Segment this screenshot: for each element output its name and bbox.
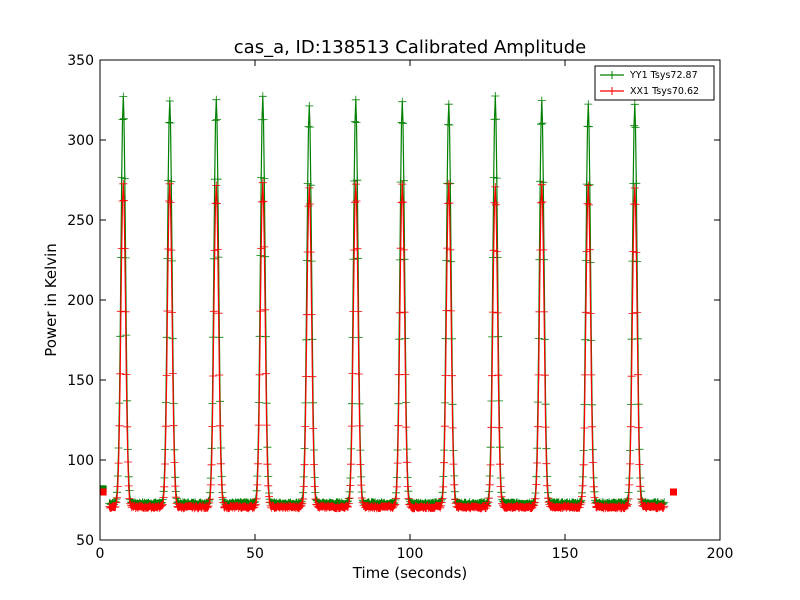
legend-label-yy1: YY1 Tsys72.87 bbox=[629, 70, 698, 81]
y-tick-label: 350 bbox=[67, 53, 94, 69]
legend-marker-yy1 bbox=[608, 71, 616, 79]
legend-box bbox=[594, 65, 715, 101]
x-tick-label: 150 bbox=[552, 546, 579, 562]
endpoint-marker-xx1 bbox=[670, 488, 677, 496]
y-axis-label: Power in Kelvin bbox=[42, 243, 60, 357]
y-tick-label: 300 bbox=[67, 133, 94, 149]
endpoint-marker-xx1 bbox=[99, 488, 107, 496]
legend-marker-xx1 bbox=[608, 87, 616, 95]
y-tick-label: 150 bbox=[67, 373, 94, 389]
x-tick-label: 50 bbox=[246, 546, 264, 562]
y-tick-label: 50 bbox=[76, 533, 94, 549]
x-axis-label: Time (seconds) bbox=[352, 564, 468, 582]
chart-title: cas_a, ID:138513 Calibrated Amplitude bbox=[234, 37, 586, 58]
series-markers-xx1 bbox=[105, 178, 669, 513]
y-tick-label: 200 bbox=[67, 293, 94, 309]
series-layer bbox=[99, 92, 677, 513]
y-tick-label: 100 bbox=[67, 453, 94, 469]
legend-label-xx1: XX1 Tsys70.62 bbox=[630, 86, 699, 97]
y-tick-label: 250 bbox=[67, 213, 94, 229]
x-tick-label: 100 bbox=[397, 546, 424, 562]
x-tick-label: 0 bbox=[96, 546, 105, 562]
legend: YY1 Tsys72.87 XX1 Tsys70.62 bbox=[594, 65, 715, 101]
x-tick-label: 200 bbox=[707, 546, 734, 562]
